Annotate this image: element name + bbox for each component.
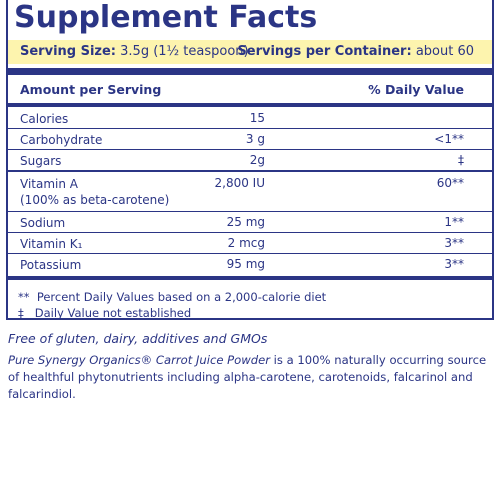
- amount: 95 mg: [226, 257, 265, 271]
- table-row: Carbohydrate 3 g <1**: [8, 129, 492, 149]
- table-row: Calories 15: [8, 108, 492, 128]
- amount: 25 mg: [226, 215, 265, 229]
- daily-value: 3**: [444, 257, 464, 271]
- daily-value: 1**: [444, 215, 464, 229]
- rule: [8, 128, 492, 129]
- servings-per-container: Servings per Container: about 60: [237, 40, 474, 64]
- symbol: **: [18, 290, 30, 304]
- name: Vitamin K₁: [20, 237, 83, 251]
- product: Pure Synergy Organics® Carrot Juice Powd…: [8, 353, 270, 367]
- col-header: Amount per Serving: [20, 82, 162, 97]
- rule: [8, 103, 492, 107]
- daily-value: 60**: [436, 176, 464, 190]
- label-border: [6, 0, 494, 320]
- col-header: % Daily Value: [368, 82, 464, 97]
- rule: [8, 232, 492, 233]
- claims: Free of gluten, dairy, additives and GMO…: [8, 331, 268, 346]
- table-row: Sodium 25 mg 1**: [8, 212, 492, 232]
- label: Servings per Container:: [237, 44, 412, 59]
- nutrient: Vitamin A (100% as beta-carotene): [20, 176, 169, 208]
- footnote: ** Percent Daily Values based on a 2,000…: [18, 290, 326, 304]
- name: Vitamin A: [20, 177, 78, 191]
- nutrient: Vitamin K₁: [20, 236, 82, 252]
- daily-value: <1**: [434, 132, 464, 146]
- note: (100% as beta-carotene): [20, 193, 170, 207]
- name: Sugars: [20, 154, 62, 168]
- daily-value: 3**: [444, 236, 464, 250]
- rule: [8, 68, 492, 75]
- daily-value: ‡: [458, 153, 464, 167]
- rule: [8, 170, 492, 172]
- name: Sodium: [20, 216, 66, 230]
- rule: [8, 253, 492, 254]
- table-row: Vitamin K₁ 2 mcg 3**: [8, 233, 492, 253]
- amount: 2 mcg: [227, 236, 265, 250]
- footnote: ‡ Daily Value not established: [18, 306, 191, 320]
- nutrient: Sodium: [20, 215, 65, 231]
- label: Serving Size:: [20, 44, 117, 59]
- nutrient: Potassium: [20, 257, 81, 273]
- rule: [8, 276, 492, 280]
- amount: 2,800 IU: [214, 176, 266, 190]
- value: 3.5g (1½ teaspoon): [120, 44, 249, 59]
- nutrient: Carbohydrate: [20, 132, 102, 148]
- value: about 60: [415, 44, 474, 59]
- description: Pure Synergy Organics® Carrot Juice Powd…: [8, 352, 494, 403]
- text: Daily Value not established: [34, 306, 192, 320]
- nutrient: Calories: [20, 111, 68, 127]
- text: is a 100% naturally occurring source of …: [8, 353, 487, 401]
- rule: [8, 211, 492, 212]
- amount: 2g: [249, 153, 265, 167]
- name: Carbohydrate: [20, 133, 103, 147]
- text: Percent Daily Values based on a 2,000-ca…: [36, 290, 327, 304]
- amount: 15: [249, 111, 265, 125]
- name: Potassium: [20, 258, 82, 272]
- title: Supplement Facts: [14, 0, 318, 35]
- symbol: ‡: [18, 306, 24, 320]
- name: Calories: [20, 112, 69, 126]
- nutrient: Sugars: [20, 153, 61, 169]
- serving-row: Serving Size: 3.5g (1½ teaspoon) Serving…: [8, 40, 492, 64]
- serving-size: Serving Size: 3.5g (1½ teaspoon): [20, 40, 249, 64]
- amount: 3 g: [245, 132, 265, 146]
- rule: [8, 149, 492, 150]
- table-row: Vitamin A (100% as beta-carotene) 2,800 IU…: [8, 173, 492, 211]
- table-row: Sugars 2g ‡: [8, 150, 492, 170]
- table-row: Potassium 95 mg 3**: [8, 254, 492, 274]
